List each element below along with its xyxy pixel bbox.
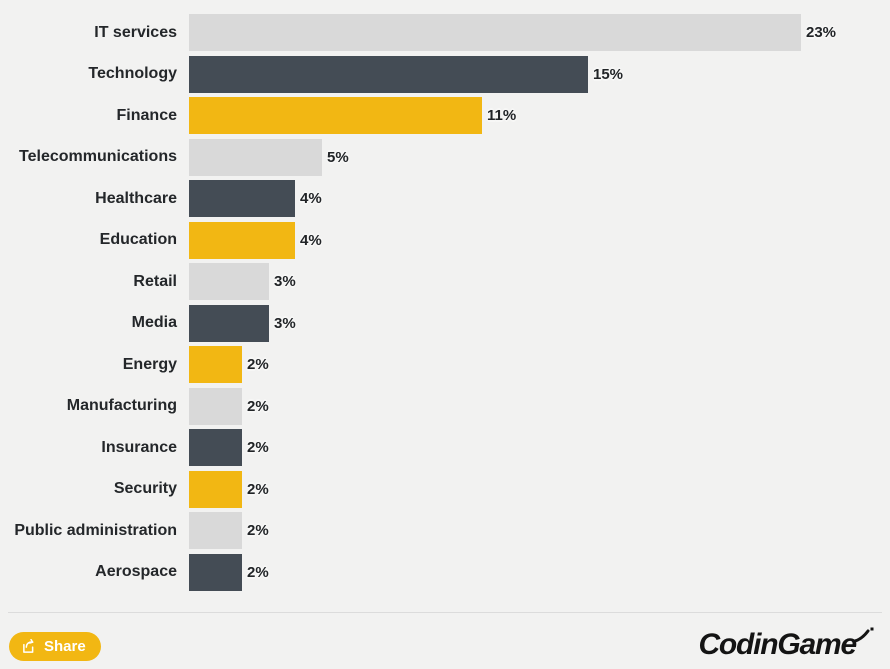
category-label: Healthcare (95, 189, 177, 207)
bar (189, 304, 269, 342)
category-label: Energy (122, 355, 177, 373)
bar-chart: IT services 23% Technology 15% Finance 11% Tel… (0, 14, 890, 595)
category-label: Technology (88, 65, 177, 82)
bar (189, 180, 295, 217)
chart-row: Public administration 2% (0, 512, 890, 549)
chart-row: Aerospace 2% (0, 553, 890, 591)
chart-row: IT services 23% (0, 14, 890, 51)
value-label: 2% (247, 397, 269, 415)
chart-row: Media 3% (0, 304, 890, 342)
value-label: 11% (487, 107, 517, 124)
bar (189, 263, 269, 300)
chart-row: Education 4% (0, 221, 890, 259)
footer-divider (8, 612, 882, 613)
codingame-logo-text: CodinGame (698, 628, 857, 661)
category-label: Telecommunications (19, 148, 177, 165)
chart-row: Manufacturing 2% (0, 387, 890, 425)
value-label: 2% (247, 480, 269, 498)
value-label: 2% (247, 356, 269, 373)
share-button[interactable]: Share (9, 632, 101, 661)
bar (189, 553, 242, 591)
category-label: Retail (133, 272, 177, 290)
value-label: 4% (300, 190, 322, 207)
value-label: 2% (247, 563, 269, 581)
value-label: 23% (806, 24, 837, 41)
bar (189, 512, 242, 549)
value-label: 3% (274, 273, 296, 290)
chart-row: Retail 3% (0, 263, 890, 300)
category-label: Education (99, 231, 177, 248)
category-label: IT services (94, 23, 177, 41)
chart-row: Security 2% (0, 470, 890, 508)
bar (189, 55, 588, 93)
chart-row: Energy 2% (0, 346, 890, 383)
chart-row: Insurance 2% (0, 429, 890, 466)
category-label: Public administration (14, 521, 177, 539)
category-label: Insurance (101, 438, 177, 456)
codingame-logo-swoosh-icon (853, 627, 874, 648)
share-button-label: Share (44, 638, 86, 655)
bar (189, 470, 242, 508)
value-label: 3% (274, 314, 296, 332)
category-label: Security (113, 480, 177, 497)
chart-row: Technology 15% (0, 55, 890, 93)
category-label: Manufacturing (66, 397, 177, 414)
chart-row: Healthcare 4% (0, 180, 890, 217)
category-label: Aerospace (95, 563, 177, 580)
value-label: 2% (247, 522, 269, 539)
category-label: Finance (116, 106, 177, 124)
chart-row: Telecommunications 5% (0, 138, 890, 176)
bar (189, 14, 801, 51)
bar (189, 221, 295, 259)
bar (189, 346, 242, 383)
value-label: 2% (247, 439, 269, 456)
value-label: 5% (327, 148, 349, 166)
value-label: 4% (300, 231, 322, 249)
codingame-logo[interactable]: CodinGame (698, 627, 874, 661)
bar (189, 138, 322, 176)
bar (189, 429, 242, 466)
share-icon (22, 639, 37, 654)
bar (189, 387, 242, 425)
value-label: 15% (593, 65, 624, 83)
category-label: Media (131, 314, 177, 331)
chart-row: Finance 11% (0, 97, 890, 134)
bar (189, 97, 482, 134)
